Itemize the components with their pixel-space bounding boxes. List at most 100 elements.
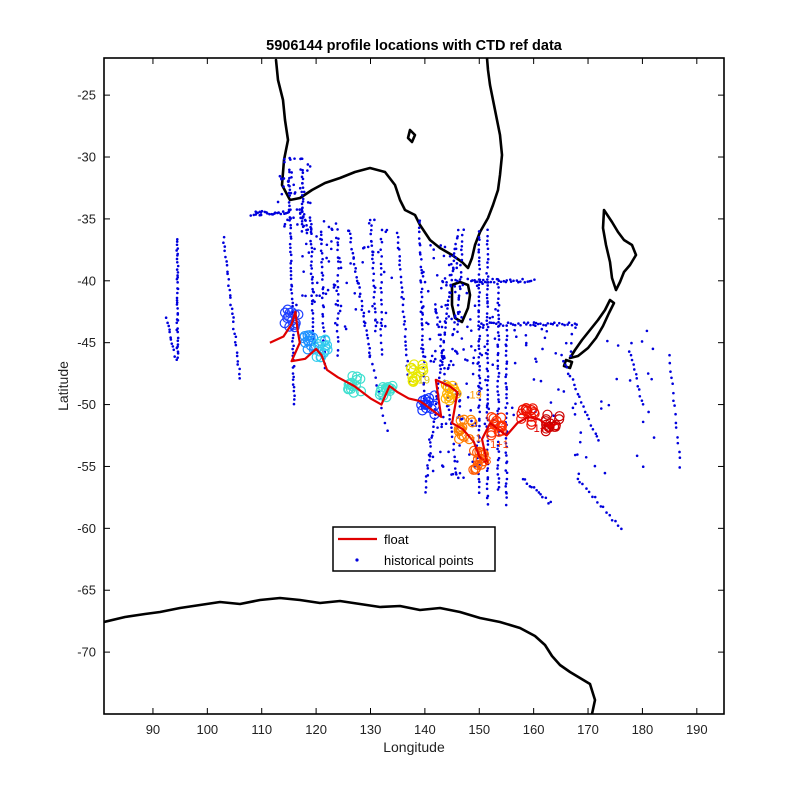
australia-coastline [274, 58, 504, 270]
historical-point [228, 294, 232, 297]
historical-point [255, 211, 258, 215]
historical-point [450, 317, 453, 321]
historical-point [504, 451, 508, 454]
legend-box [332, 526, 496, 572]
historical-point [439, 333, 442, 337]
historical-point [497, 485, 501, 489]
historical-point [591, 428, 595, 431]
historical-point [632, 363, 635, 366]
historical-point [350, 247, 353, 251]
historical-point [336, 303, 340, 307]
historical-point [301, 177, 305, 181]
historical-point [365, 329, 368, 332]
historical-point [175, 277, 179, 281]
y-tick-label: -55 [77, 459, 96, 474]
historical-point [477, 347, 481, 351]
historical-point [477, 243, 481, 247]
historical-point [304, 219, 307, 222]
historical-point [671, 382, 674, 386]
historical-point [336, 299, 340, 303]
historical-point [301, 197, 305, 201]
profile-marker [321, 340, 333, 351]
historical-point [674, 426, 678, 429]
historical-point [499, 322, 502, 326]
historical-point [447, 450, 450, 454]
historical-point [301, 294, 304, 297]
historical-point [504, 469, 508, 472]
historical-point [420, 338, 424, 342]
historical-point [176, 352, 180, 355]
historical-point [517, 280, 520, 284]
historical-point [234, 343, 238, 347]
historical-point [362, 311, 366, 315]
historical-point [175, 257, 179, 261]
historical-point [300, 220, 304, 223]
historical-point [465, 382, 468, 385]
profile-marker [455, 424, 467, 435]
historical-point [478, 376, 482, 380]
historical-point [441, 415, 445, 419]
historical-point [327, 260, 331, 263]
historical-point [175, 328, 179, 332]
historical-point [399, 281, 403, 284]
historical-point [566, 372, 570, 376]
historical-point [404, 353, 408, 357]
historical-point [471, 372, 475, 376]
historical-point [488, 316, 492, 320]
historical-point [227, 284, 230, 288]
historical-point [668, 353, 671, 357]
historical-point [442, 354, 446, 358]
historical-point [291, 340, 294, 343]
historical-point [335, 323, 339, 327]
historical-point [283, 160, 286, 164]
historical-point [542, 323, 545, 327]
historical-point [321, 278, 324, 281]
historical-point [535, 488, 538, 492]
historical-point [422, 305, 425, 308]
historical-point [175, 358, 179, 362]
historical-point [176, 356, 180, 359]
historical-point [562, 390, 566, 393]
historical-point [300, 222, 304, 226]
profile-marker [488, 413, 499, 424]
nz-north-island-coastline [601, 208, 638, 292]
historical-point [553, 321, 556, 324]
historical-point [497, 291, 500, 295]
historical-point [420, 287, 424, 291]
historical-point [431, 455, 435, 459]
historical-point [456, 303, 460, 307]
historical-point [485, 319, 489, 322]
historical-point [175, 296, 179, 300]
historical-point [419, 281, 423, 284]
historical-point [570, 323, 574, 327]
historical-point [478, 419, 481, 422]
historical-point [505, 461, 508, 465]
historical-point [478, 352, 482, 355]
historical-point [497, 477, 501, 480]
x-tick-label: 170 [577, 722, 599, 737]
historical-point [348, 232, 352, 236]
historical-point [315, 294, 318, 297]
historical-point [497, 375, 500, 378]
historical-point [486, 503, 490, 506]
profile-marker [417, 359, 428, 370]
historical-point [505, 385, 508, 389]
historical-point [176, 330, 180, 334]
profile-marker [526, 404, 537, 416]
historical-point [167, 324, 171, 328]
historical-point [374, 324, 378, 328]
historical-point [485, 469, 489, 473]
profile-label: 1+1 [490, 439, 509, 451]
historical-point [614, 519, 617, 523]
historical-point [365, 333, 369, 337]
historical-point [453, 247, 457, 251]
historical-point [234, 335, 238, 339]
historical-point [477, 374, 481, 377]
historical-point [486, 275, 490, 278]
historical-point [301, 186, 305, 189]
historical-point [646, 372, 650, 375]
historical-point [627, 350, 631, 353]
historical-point [279, 177, 283, 180]
legend-float-label: float [384, 532, 409, 547]
historical-point [421, 313, 425, 316]
